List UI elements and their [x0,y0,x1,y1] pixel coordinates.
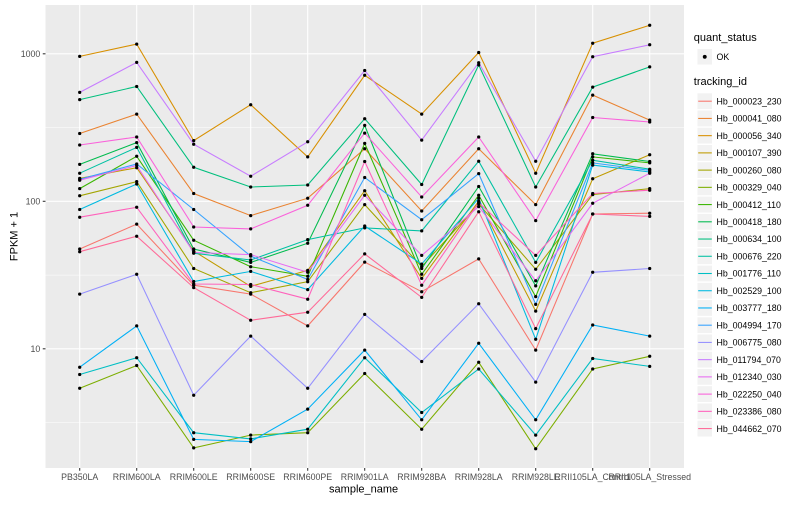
svg-text:quant_status: quant_status [694,32,757,44]
svg-text:sample_name: sample_name [329,484,398,496]
svg-text:RRIM928LE: RRIM928LE [512,472,560,482]
svg-text:Hb_012340_030: Hb_012340_030 [717,372,782,382]
svg-text:Hb_000329_040: Hb_000329_040 [717,183,782,193]
svg-text:Hb_001776_110: Hb_001776_110 [717,269,782,279]
svg-text:Hb_000676_220: Hb_000676_220 [717,251,782,261]
svg-text:Hb_000107_390: Hb_000107_390 [717,148,782,158]
svg-text:Hb_000023_230: Hb_000023_230 [717,96,782,106]
svg-text:RRIM600LA: RRIM600LA [113,472,161,482]
svg-text:RRIM600SE: RRIM600SE [226,472,275,482]
svg-text:Hb_023386_080: Hb_023386_080 [717,407,782,417]
svg-text:Hb_000056_340: Hb_000056_340 [717,131,782,141]
svg-text:PB350LA: PB350LA [61,472,98,482]
svg-text:Hb_006775_080: Hb_006775_080 [717,338,782,348]
svg-text:RRIM600PE: RRIM600PE [283,472,332,482]
svg-text:10: 10 [31,344,41,354]
svg-text:Hb_000260_080: Hb_000260_080 [717,165,782,175]
svg-text:Hb_022250_040: Hb_022250_040 [717,389,782,399]
svg-text:Hb_003777_180: Hb_003777_180 [717,303,782,313]
svg-text:Hb_000041_080: Hb_000041_080 [717,114,782,124]
svg-text:RRII105LA_Control: RRII105LA_Control [555,472,631,482]
svg-text:Hb_011794_070: Hb_011794_070 [717,355,782,365]
svg-text:FPKM + 1: FPKM + 1 [9,212,21,261]
svg-text:RRIM928BA: RRIM928BA [397,472,446,482]
svg-text:Hb_000412_110: Hb_000412_110 [717,200,782,210]
svg-text:Hb_004994_170: Hb_004994_170 [717,320,782,330]
svg-text:tracking_id: tracking_id [694,76,747,88]
svg-text:1000: 1000 [21,49,41,59]
svg-text:RRIM901LA: RRIM901LA [341,472,389,482]
svg-text:Hb_000634_100: Hb_000634_100 [717,234,782,244]
svg-text:RRIM928LA: RRIM928LA [455,472,503,482]
svg-text:RRIM600LE: RRIM600LE [170,472,218,482]
svg-text:100: 100 [26,197,41,207]
svg-text:RRII105LA_Stressed: RRII105LA_Stressed [608,472,691,482]
svg-text:Hb_002529_100: Hb_002529_100 [717,286,782,296]
svg-text:Hb_044662_070: Hb_044662_070 [717,424,782,434]
svg-text:OK: OK [717,52,730,62]
svg-text:Hb_000418_180: Hb_000418_180 [717,217,782,227]
